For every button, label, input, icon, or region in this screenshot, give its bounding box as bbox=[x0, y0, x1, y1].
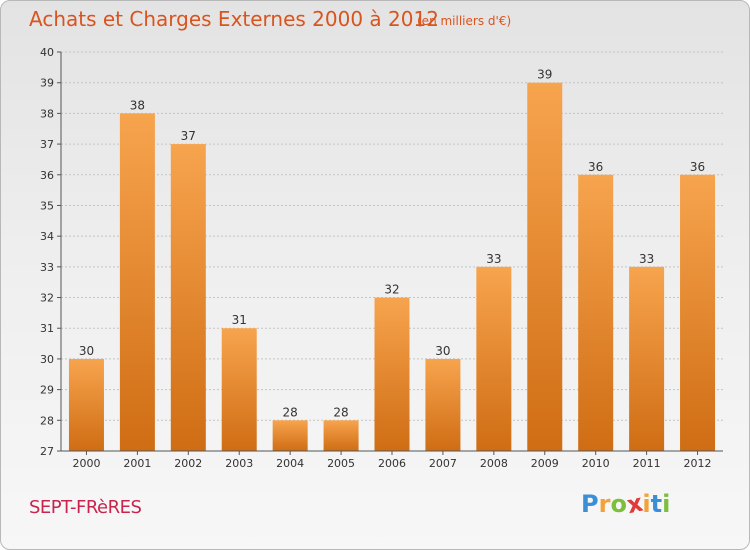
x-tick-label: 2010 bbox=[582, 457, 610, 470]
bar-2005 bbox=[323, 420, 359, 451]
x-tick-label: 2008 bbox=[480, 457, 508, 470]
bar-2000 bbox=[68, 358, 104, 451]
axes bbox=[57, 51, 723, 455]
data-label: 36 bbox=[690, 160, 705, 174]
data-label: 32 bbox=[384, 283, 399, 297]
y-tick-label: 40 bbox=[40, 46, 54, 59]
bar-2002 bbox=[170, 144, 206, 452]
data-label: 28 bbox=[333, 405, 348, 419]
bars bbox=[68, 82, 716, 452]
logo-letter: i bbox=[662, 490, 671, 518]
data-label: 38 bbox=[130, 98, 145, 112]
data-label: 33 bbox=[486, 252, 501, 266]
y-tick-label: 32 bbox=[40, 292, 54, 305]
chart-subtitle: (en milliers d'€) bbox=[417, 14, 512, 28]
bar-2004 bbox=[272, 420, 308, 451]
x-tick-label: 2007 bbox=[429, 457, 457, 470]
data-label: 30 bbox=[79, 344, 94, 358]
y-tick-label: 30 bbox=[40, 353, 54, 366]
x-tick-label: 2005 bbox=[327, 457, 355, 470]
x-tick-label: 2004 bbox=[276, 457, 304, 470]
commune-name: SEPT-FRèRES bbox=[29, 497, 142, 518]
bar-2009 bbox=[527, 82, 563, 451]
y-tick-label: 29 bbox=[40, 384, 54, 397]
chart-title: Achats et Charges Externes 2000 à 2012 bbox=[29, 7, 439, 31]
bar-2003 bbox=[221, 328, 257, 451]
data-label: 31 bbox=[232, 313, 247, 327]
y-tick-label: 36 bbox=[40, 169, 54, 182]
labels: 27 28 29 30 31 32 33 34 35 36 37 38 39 40 30 2000 38 2001… bbox=[40, 46, 712, 470]
data-label: 33 bbox=[639, 252, 654, 266]
x-tick-label: 2011 bbox=[633, 457, 661, 470]
x-tick-label: 2006 bbox=[378, 457, 406, 470]
data-label: 37 bbox=[181, 129, 196, 143]
y-tick-label: 38 bbox=[40, 107, 54, 120]
bar-2008 bbox=[476, 266, 512, 451]
y-tick-label: 37 bbox=[40, 138, 54, 151]
y-tick-label: 31 bbox=[40, 322, 54, 335]
y-tick-label: 35 bbox=[40, 199, 54, 212]
proxiti-logo: Proxiti bbox=[581, 489, 671, 520]
y-tick-label: 39 bbox=[40, 77, 54, 90]
bar-2012 bbox=[680, 174, 716, 451]
bar-2011 bbox=[629, 266, 665, 451]
x-tick-label: 2002 bbox=[174, 457, 202, 470]
logo-letter: P bbox=[581, 490, 599, 518]
logo-letter: t bbox=[650, 490, 663, 518]
logo-letter: r bbox=[598, 490, 611, 518]
data-label: 28 bbox=[283, 405, 298, 419]
logo-letter: o bbox=[610, 490, 627, 518]
bar-2007 bbox=[425, 358, 461, 451]
x-tick-label: 2012 bbox=[684, 457, 712, 470]
x-tick-label: 2009 bbox=[531, 457, 559, 470]
data-label: 36 bbox=[588, 160, 603, 174]
x-tick-label: 2000 bbox=[72, 457, 100, 470]
y-tick-label: 27 bbox=[40, 445, 54, 458]
logo-letter: i bbox=[642, 490, 651, 518]
bar-2006 bbox=[374, 297, 410, 451]
y-tick-label: 28 bbox=[40, 414, 54, 427]
x-tick-label: 2001 bbox=[123, 457, 151, 470]
data-label: 30 bbox=[435, 344, 450, 358]
y-tick-label: 34 bbox=[40, 230, 54, 243]
bar-2001 bbox=[119, 113, 155, 451]
data-label: 39 bbox=[537, 68, 552, 82]
x-tick-label: 2003 bbox=[225, 457, 253, 470]
bar-2010 bbox=[578, 174, 614, 451]
y-tick-label: 33 bbox=[40, 261, 54, 274]
